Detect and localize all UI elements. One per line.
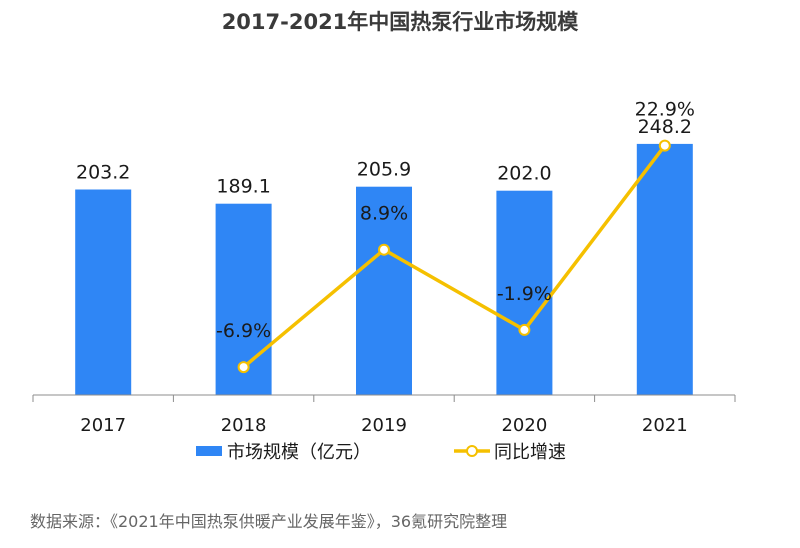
x-tick-label-2017: 2017	[80, 415, 126, 436]
growth-value-label-2021: 22.9%	[635, 99, 695, 121]
growth-value-label-2018: -6.9%	[216, 320, 271, 342]
growth-line	[241, 143, 667, 369]
legend-line-label: 同比增速	[494, 442, 566, 463]
growth-value-label-2020: -1.9%	[497, 283, 552, 305]
bar-value-label-2017: 203.2	[76, 162, 130, 184]
growth-point-2019	[378, 243, 390, 256]
bar-value-label-2019: 205.9	[357, 159, 411, 181]
legend-bar-label: 市场规模（亿元）	[227, 442, 371, 463]
bar-value-label-2021: 248.2	[638, 116, 692, 138]
growth-point-2018	[237, 361, 250, 374]
source-note: 数据来源：《2021年中国热泵供暖产业发展年鉴》，36氪研究院整理	[30, 512, 507, 531]
x-tick-label-2020: 2020	[501, 415, 547, 436]
bar-2021	[636, 143, 693, 395]
bar-value-label-2018: 189.1	[216, 176, 270, 198]
legend-line-marker	[466, 445, 478, 457]
x-tick-label-2021: 2021	[642, 415, 688, 436]
bar-series	[75, 143, 693, 395]
x-tick-label-2019: 2019	[361, 415, 407, 436]
chart-title: 2017-2021年中国热泵行业市场规模	[222, 10, 580, 34]
growth-value-label-2019: 8.9%	[360, 203, 408, 225]
legend-bar-swatch	[196, 446, 222, 456]
growth-point-2020	[518, 323, 531, 336]
x-axis: 2017 2018 2019 2020 2021	[32, 394, 736, 436]
bar-2019	[356, 186, 412, 395]
line-series	[237, 139, 671, 374]
bar-2017	[75, 189, 132, 395]
data-labels: 203.2 189.1 205.9 202.0 248.2 -6.9% 8.9% -1.9% 2…	[76, 99, 695, 343]
growth-point-2021	[658, 139, 671, 152]
legend: 市场规模（亿元） 同比增速	[196, 442, 566, 463]
bar-value-label-2020: 202.0	[497, 163, 551, 185]
x-tick-label-2018: 2018	[221, 415, 267, 436]
bar-2020	[496, 190, 553, 395]
